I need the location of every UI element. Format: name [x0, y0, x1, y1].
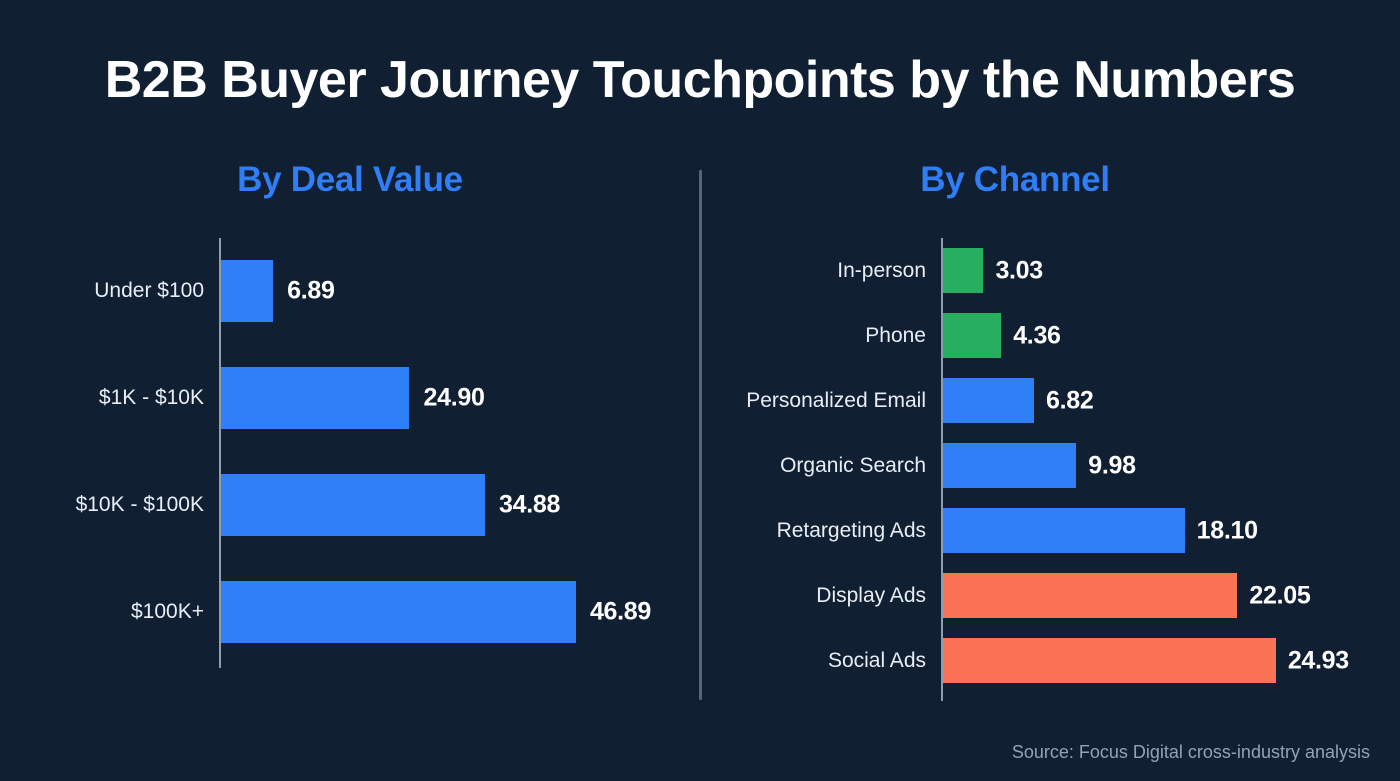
- bar-category-label: Organic Search: [780, 453, 926, 477]
- bar-row: Display Ads 22.05: [705, 573, 1380, 618]
- panel-divider: [699, 170, 702, 700]
- bar-category-label: $100K+: [131, 600, 204, 623]
- bar-value-label: 24.90: [423, 383, 485, 412]
- bar: [221, 260, 274, 322]
- panel-title-channel: By Channel: [920, 160, 1110, 199]
- bar-category-label: $1K - $10K: [98, 386, 204, 409]
- bar: [943, 443, 1077, 488]
- bar-row: Social Ads 24.93: [705, 638, 1380, 683]
- bar-category-label: Phone: [865, 323, 926, 347]
- page-title: B2B Buyer Journey Touchpoints by the Num…: [104, 51, 1296, 109]
- bar-row: In-person 3.03: [705, 248, 1380, 293]
- bar-category-label: Social Ads: [827, 648, 926, 672]
- bar: [943, 313, 1002, 358]
- bar-row: Personalized Email 6.82: [705, 378, 1380, 423]
- bar-category-label: Retargeting Ads: [776, 518, 926, 542]
- chart-channel: In-person 3.03 Phone 4.36 Personalized Email…: [705, 238, 1380, 701]
- bar-row: Retargeting Ads 18.10: [705, 508, 1380, 553]
- bar-row: Phone 4.36: [705, 313, 1380, 358]
- bar: [221, 474, 486, 536]
- bar-row: $100K+ 46.89: [20, 581, 700, 643]
- bar-value-label: 22.05: [1249, 581, 1311, 609]
- bar-category-label: Display Ads: [816, 583, 926, 607]
- bar: [943, 508, 1185, 553]
- bar-value-label: 18.10: [1196, 516, 1258, 544]
- bar: [221, 367, 410, 429]
- bar-value-label: 9.98: [1088, 451, 1136, 479]
- bar-value-label: 34.88: [499, 490, 561, 519]
- bar-value-label: 6.89: [287, 276, 335, 305]
- source-note: Source: Focus Digital cross-industry ana…: [1011, 742, 1370, 762]
- bar: [943, 573, 1238, 618]
- bar-category-label: In-person: [837, 258, 926, 282]
- bar-row: $10K - $100K 34.88: [20, 474, 700, 536]
- bar-value-label: 4.36: [1013, 321, 1061, 349]
- bar: [943, 638, 1276, 683]
- axis-line: [219, 238, 221, 668]
- axis-line: [941, 238, 943, 701]
- bar-value-label: 3.03: [995, 256, 1043, 284]
- bar-category-label: $10K - $100K: [75, 493, 204, 516]
- bar-category-label: Personalized Email: [746, 388, 926, 412]
- bar: [221, 581, 576, 643]
- bar-value-label: 46.89: [589, 597, 652, 626]
- bar-value-label: 24.93: [1287, 646, 1349, 674]
- bar: [943, 378, 1035, 423]
- bar-category-label: Under $100: [94, 279, 204, 302]
- bar-row: $1K - $10K 24.90: [20, 367, 700, 429]
- chart-deal-value: Under $100 6.89 $1K - $10K 24.90 $10K - $100…: [20, 238, 700, 668]
- panel-channel: By Channel In-person 3.03 Phone 4.36 Persona…: [705, 150, 1380, 710]
- bar-row: Organic Search 9.98: [705, 443, 1380, 488]
- panel-deal-value: By Deal Value Under $100 6.89 $1K - $10K 24…: [20, 150, 700, 710]
- panel-title-deal-value: By Deal Value: [237, 160, 463, 199]
- bar: [943, 248, 984, 293]
- bar-value-label: 6.82: [1046, 386, 1094, 414]
- bar-row: Under $100 6.89: [20, 260, 700, 322]
